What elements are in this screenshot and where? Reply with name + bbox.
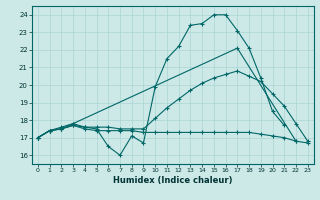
- X-axis label: Humidex (Indice chaleur): Humidex (Indice chaleur): [113, 176, 233, 185]
